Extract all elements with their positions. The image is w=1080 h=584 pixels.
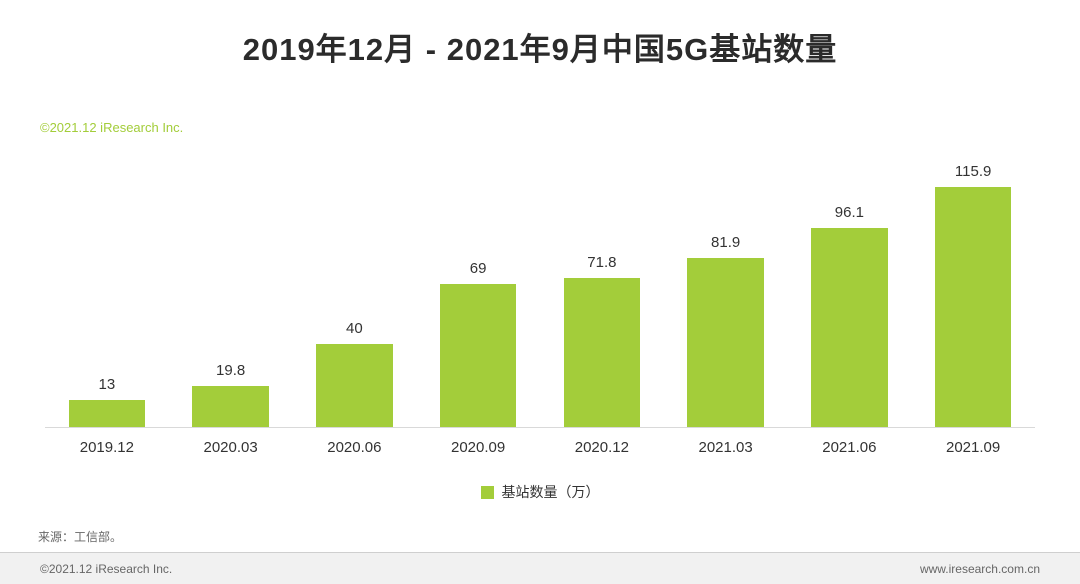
page-title: 2019年12月 - 2021年9月中国5G基站数量: [242, 32, 838, 67]
footer-bar: ©2021.12 iResearch Inc. www.iresearch.co…: [0, 552, 1080, 584]
bar-value-label: 96.1: [834, 204, 864, 222]
x-axis-tick-label: 2020.09: [451, 439, 506, 456]
bar: [934, 187, 1012, 427]
x-axis-tick-label: 2020.12: [574, 439, 629, 456]
bar-column: 81.9: [664, 158, 788, 427]
source-note: 来源：工信部。: [38, 530, 123, 544]
footer-website: www.iresearch.com.cn: [919, 561, 1040, 576]
bar-chart: 13 19.8 40 69 71.8 81.9 96.1 115.9 2019.12 2020.…: [45, 158, 1035, 502]
x-axis-labels: 2019.12 2020.03 2020.06 2020.09 2020.12 2021.…: [45, 439, 1035, 456]
bar-column: 96.1: [788, 158, 912, 427]
x-axis-tick-label: 2020.03: [203, 439, 258, 456]
bar-column: 69: [416, 158, 540, 427]
bar-column: 71.8: [540, 158, 664, 427]
bar: [563, 278, 641, 427]
x-axis-tick-label: 2021.06: [822, 439, 877, 456]
bar: [192, 386, 269, 427]
iresearch-watermark: ©2021.12 iResearch Inc.: [40, 120, 184, 135]
bar-plot: 13 19.8 40 69 71.8 81.9 96.1 115.9: [45, 158, 1035, 428]
bar-value-label: 19.8: [216, 362, 246, 380]
bar: [68, 400, 146, 427]
bar-column: 115.9: [911, 158, 1035, 427]
bar: [316, 344, 393, 427]
bar-value-label: 13: [98, 376, 116, 394]
bar-value-label: 115.9: [954, 163, 992, 181]
bar-value-label: 71.8: [587, 254, 617, 272]
legend: 基站数量（万）: [45, 482, 1035, 502]
bar-column: 40: [293, 158, 417, 427]
bar-value-label: 40: [346, 320, 363, 338]
x-axis-tick-label: 2020.06: [327, 439, 382, 456]
x-axis-tick-label: 2019.12: [79, 439, 134, 456]
bar: [439, 284, 517, 427]
bar-column: 13: [45, 158, 169, 427]
legend-swatch: [480, 485, 494, 499]
legend-label: 基站数量（万）: [501, 484, 600, 500]
x-axis-tick-label: 2021.09: [946, 439, 1001, 456]
bar-column: 19.8: [169, 158, 293, 427]
bar: [687, 257, 764, 427]
bar-value-label: 69: [469, 260, 487, 278]
bar: [811, 228, 888, 427]
footer-copyright: ©2021.12 iResearch Inc.: [40, 561, 173, 576]
x-axis-tick-label: 2021.03: [698, 439, 753, 456]
bar-value-label: 81.9: [711, 233, 741, 251]
